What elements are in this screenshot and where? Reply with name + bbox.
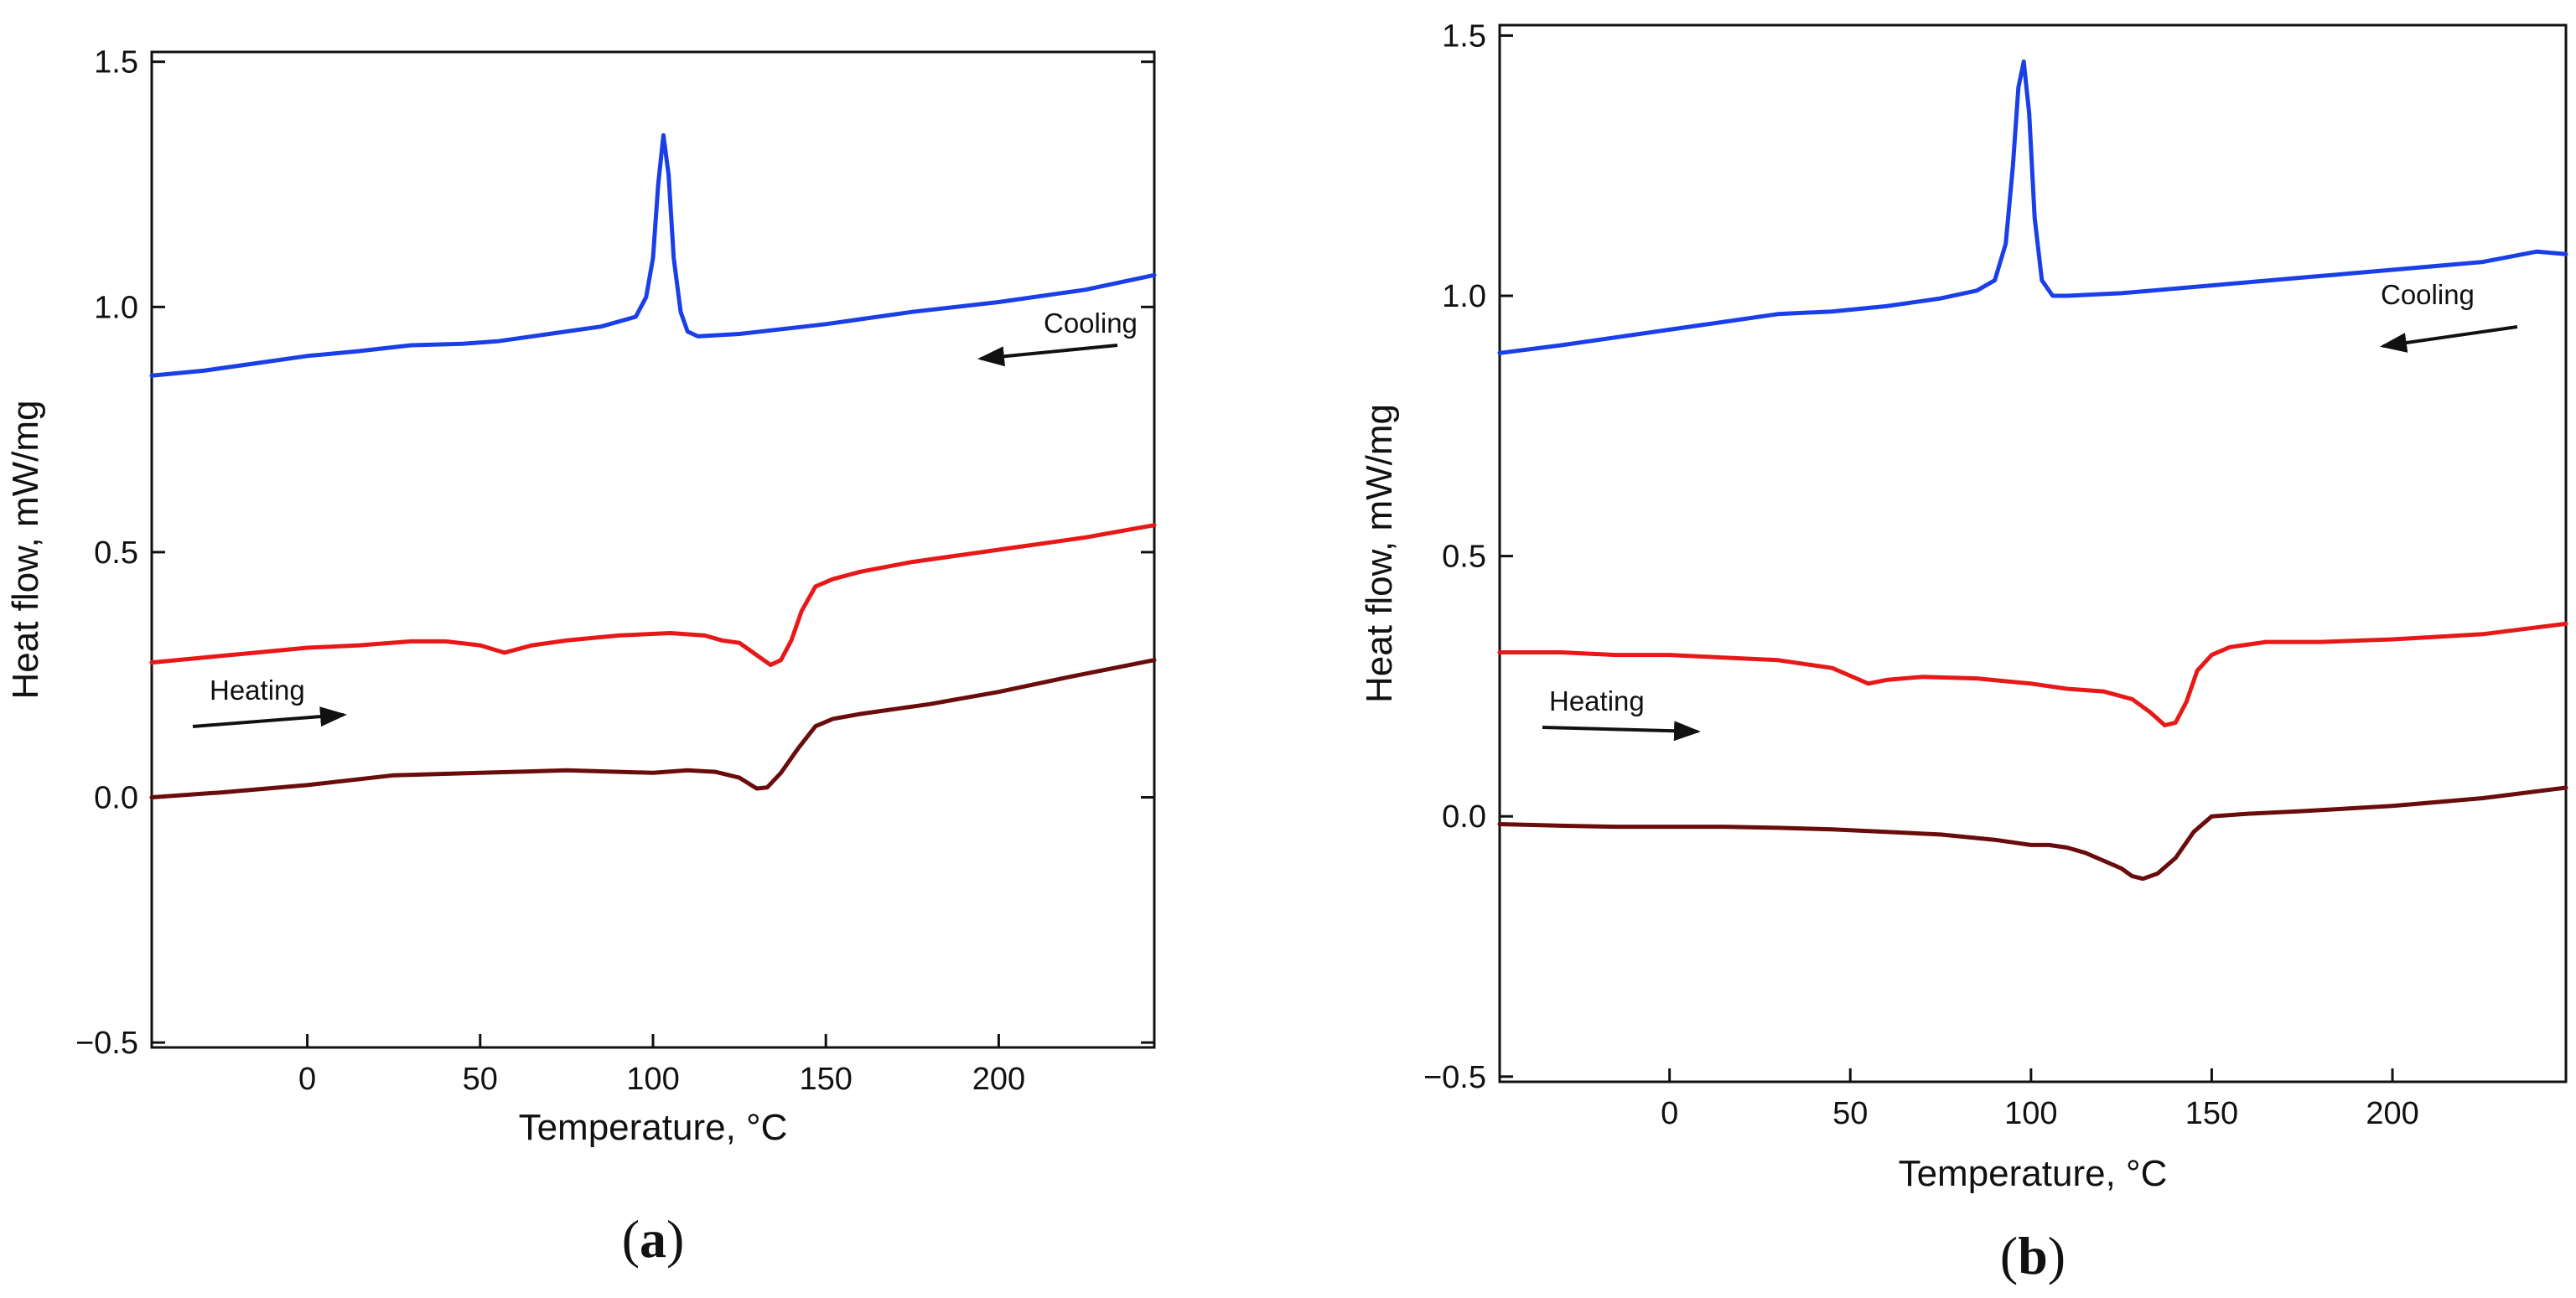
y-tick-label: 0.5 [94, 535, 138, 571]
panel-b-chart: 0 50 100 150 200 −0.5 0.0 0.5 1.0 1.5 Temperature,… [1359, 18, 2568, 1285]
y-tick-label: 1.0 [94, 290, 138, 325]
heating-annotation: Heating [210, 675, 305, 706]
heating-arrow [192, 706, 347, 728]
y-tick-label: 0.5 [1442, 540, 1486, 575]
x-tick-label: 0 [1661, 1096, 1678, 1131]
y-axis-title: Heat flow, mW/mg [5, 401, 46, 700]
x-tick-label: 150 [800, 1062, 853, 1097]
series-line-1 [149, 523, 1157, 667]
panel-label-letter: b [2018, 1226, 2048, 1285]
x-axis-title: Temperature, °C [519, 1107, 788, 1148]
x-tick-label: 100 [2004, 1096, 2057, 1131]
y-tick-label: 1.5 [94, 45, 138, 80]
cooling-arrow [2380, 325, 2518, 353]
x-tick-label: 200 [2366, 1096, 2418, 1131]
y-axis-title: Heat flow, mW/mg [1359, 404, 1400, 703]
panel-label-letter: a [640, 1209, 666, 1269]
x-tick-label: 200 [972, 1062, 1025, 1097]
y-tick-label: 1.5 [1442, 18, 1486, 54]
panel-label: (a) [622, 1209, 685, 1269]
panel-label-paren-open: ( [2000, 1226, 2018, 1285]
y-tick-label: −0.5 [1423, 1060, 1486, 1095]
panel-label-paren-open: ( [622, 1209, 640, 1269]
x-tick-label: 150 [2185, 1096, 2238, 1131]
x-axis-title: Temperature, °C [1899, 1153, 2168, 1194]
series-line-2 [149, 658, 1157, 799]
y-tick-label: 0.0 [1442, 799, 1486, 835]
x-tick-label: 50 [463, 1062, 498, 1097]
y-tick-label: 0.0 [94, 781, 138, 816]
y-tick-label: −0.5 [75, 1026, 138, 1061]
cooling-arrow [977, 344, 1118, 367]
panel-label-paren-close: ) [666, 1209, 684, 1269]
series-line-2 [1497, 785, 2568, 882]
cooling-annotation: Cooling [2381, 279, 2475, 310]
panel-label-paren-close: ) [2048, 1226, 2065, 1285]
panel-a-chart: 0 50 100 150 200 −0.5 0.0 0.5 1.0 1.5 Temperature,… [5, 45, 1157, 1269]
heating-annotation: Heating [1549, 685, 1645, 716]
series-line-0 [1497, 59, 2568, 355]
cooling-annotation: Cooling [1044, 308, 1138, 339]
series-line-1 [1497, 621, 2568, 727]
heating-arrow [1542, 721, 1701, 742]
x-tick-label: 0 [298, 1062, 316, 1097]
series-line-0 [149, 133, 1157, 378]
y-tick-label: 1.0 [1442, 279, 1486, 314]
panel-label: (b) [2000, 1226, 2065, 1285]
plot-frame [1498, 23, 2568, 1083]
x-tick-label: 50 [1832, 1096, 1868, 1131]
x-tick-label: 100 [626, 1062, 679, 1097]
